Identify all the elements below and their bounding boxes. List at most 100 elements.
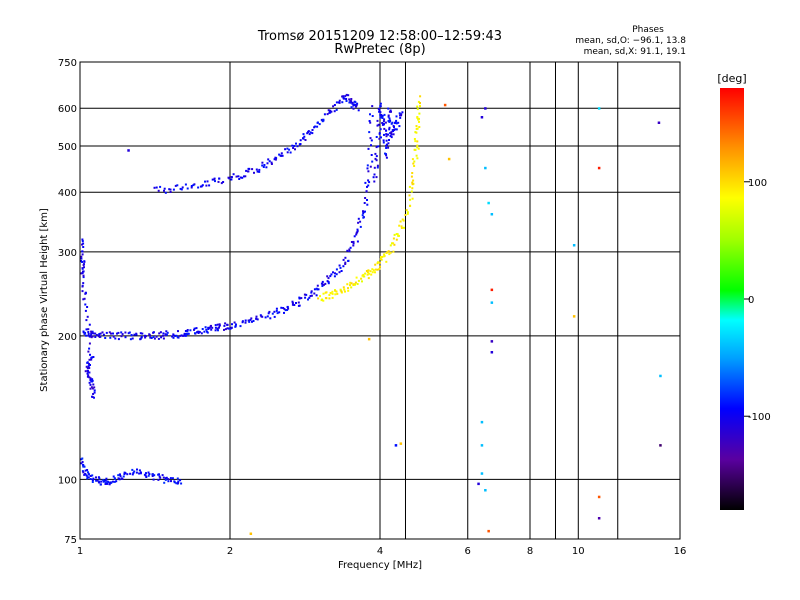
data-point xyxy=(90,333,93,336)
data-point xyxy=(192,184,195,187)
data-point xyxy=(93,386,96,389)
data-point xyxy=(344,263,347,265)
data-point xyxy=(168,188,171,191)
data-point xyxy=(383,118,386,121)
data-point xyxy=(102,480,105,483)
data-point xyxy=(85,328,88,331)
data-point xyxy=(356,283,359,285)
data-point xyxy=(381,122,384,124)
data-point xyxy=(447,157,451,161)
y-tick-label: 600 xyxy=(58,104,77,115)
data-point xyxy=(282,307,285,309)
data-point xyxy=(139,472,142,475)
data-point xyxy=(365,270,368,272)
data-point xyxy=(273,310,276,313)
data-point xyxy=(169,191,172,193)
data-point xyxy=(387,114,390,117)
data-point xyxy=(234,325,237,328)
data-point xyxy=(380,256,382,258)
data-point xyxy=(88,371,91,374)
data-point xyxy=(490,213,494,216)
data-point xyxy=(175,482,178,485)
data-point xyxy=(350,101,352,104)
data-point xyxy=(367,269,370,272)
data-point xyxy=(307,131,309,134)
data-point xyxy=(416,157,419,160)
data-point xyxy=(387,133,389,136)
data-point xyxy=(400,227,403,229)
data-point xyxy=(86,361,89,364)
data-point xyxy=(131,337,134,340)
data-point xyxy=(86,315,89,318)
data-point xyxy=(477,482,480,486)
y-axis-ticks: 75 100 200 300 400 500 600 750 xyxy=(58,58,77,546)
data-point xyxy=(340,290,343,293)
data-point xyxy=(597,495,601,499)
data-point xyxy=(88,342,91,345)
data-point xyxy=(275,157,278,160)
data-point xyxy=(659,374,662,378)
data-point xyxy=(657,121,661,124)
data-point xyxy=(313,126,316,129)
data-point xyxy=(345,100,348,102)
data-point xyxy=(87,374,90,377)
data-point xyxy=(364,197,367,199)
data-point xyxy=(359,225,362,228)
data-point xyxy=(176,477,179,480)
data-point xyxy=(133,470,136,473)
data-point xyxy=(89,475,92,477)
data-point xyxy=(395,128,398,131)
data-point xyxy=(261,161,264,164)
data-point xyxy=(124,331,127,334)
data-point xyxy=(392,124,395,127)
data-point xyxy=(411,197,414,200)
data-point xyxy=(87,365,90,368)
data-point xyxy=(81,470,84,473)
data-point xyxy=(597,517,601,520)
data-point xyxy=(273,315,276,318)
data-point xyxy=(81,272,84,274)
data-point xyxy=(87,331,90,333)
data-point xyxy=(415,125,418,127)
data-point xyxy=(207,326,210,329)
data-point xyxy=(389,244,392,247)
data-point xyxy=(90,332,93,334)
data-point xyxy=(317,288,320,291)
data-point xyxy=(172,333,175,336)
data-point xyxy=(308,296,311,299)
data-point xyxy=(311,132,314,135)
data-point xyxy=(378,261,381,264)
data-point xyxy=(329,111,332,114)
data-point xyxy=(291,302,294,305)
data-point xyxy=(374,268,377,271)
data-point xyxy=(369,113,371,116)
data-point xyxy=(214,324,217,327)
y-tick-label: 200 xyxy=(58,332,77,343)
data-point xyxy=(213,178,216,181)
colorbar xyxy=(720,88,744,510)
data-point xyxy=(332,105,335,108)
data-point xyxy=(222,181,225,183)
data-point xyxy=(217,329,219,332)
data-point xyxy=(82,330,85,333)
data-point xyxy=(135,471,138,474)
data-point xyxy=(135,332,138,335)
data-point xyxy=(350,286,353,289)
data-point xyxy=(311,129,314,131)
data-point xyxy=(343,288,346,291)
data-point xyxy=(163,481,166,484)
data-point xyxy=(348,98,351,101)
data-point xyxy=(362,212,365,215)
data-point xyxy=(388,139,390,141)
data-point xyxy=(266,315,269,318)
data-point xyxy=(382,141,385,144)
data-point xyxy=(124,336,127,339)
data-point xyxy=(275,307,278,310)
data-point xyxy=(383,133,385,136)
data-point xyxy=(153,186,156,189)
data-point xyxy=(268,310,271,313)
data-point xyxy=(228,327,231,330)
data-point xyxy=(344,95,347,98)
data-point xyxy=(291,303,294,306)
